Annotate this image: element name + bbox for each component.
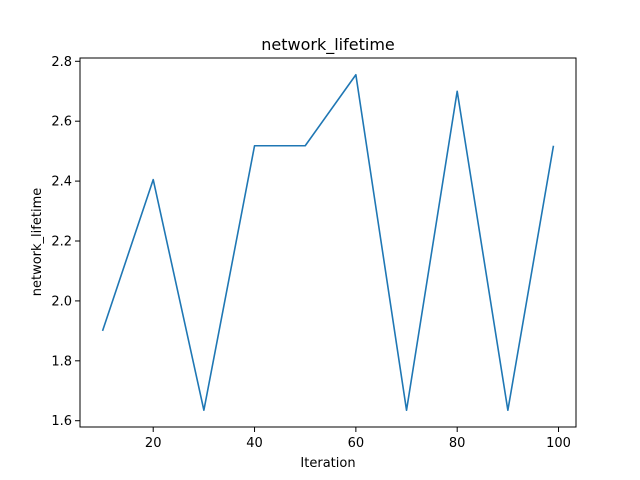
y-axis: 1.6 1.8 2.0 2.2 2.4 2.6 2.8: [51, 55, 80, 429]
y-tick-label: 2.0: [51, 294, 72, 309]
x-tick-label: 100: [546, 436, 571, 451]
x-axis: 20 40 60 80 100: [145, 427, 571, 451]
series-line: [101, 73, 555, 412]
plot-area: [79, 57, 577, 428]
chart-title: network_lifetime: [261, 35, 395, 55]
y-tick-label: 1.8: [51, 354, 72, 369]
x-tick-label: 40: [246, 436, 263, 451]
y-tick-label: 2.4: [51, 175, 72, 190]
y-tick-label: 2.6: [51, 115, 72, 130]
x-axis-label: Iteration: [300, 456, 355, 471]
axes-frame: [79, 57, 577, 428]
x-tick-label: 80: [449, 436, 466, 451]
y-tick-label: 1.6: [51, 414, 72, 429]
x-tick-label: 20: [145, 436, 162, 451]
y-tick-label: 2.2: [51, 235, 72, 250]
x-tick-label: 60: [348, 436, 365, 451]
y-tick-label: 2.8: [51, 55, 72, 70]
y-axis-label: network_lifetime: [30, 188, 45, 296]
